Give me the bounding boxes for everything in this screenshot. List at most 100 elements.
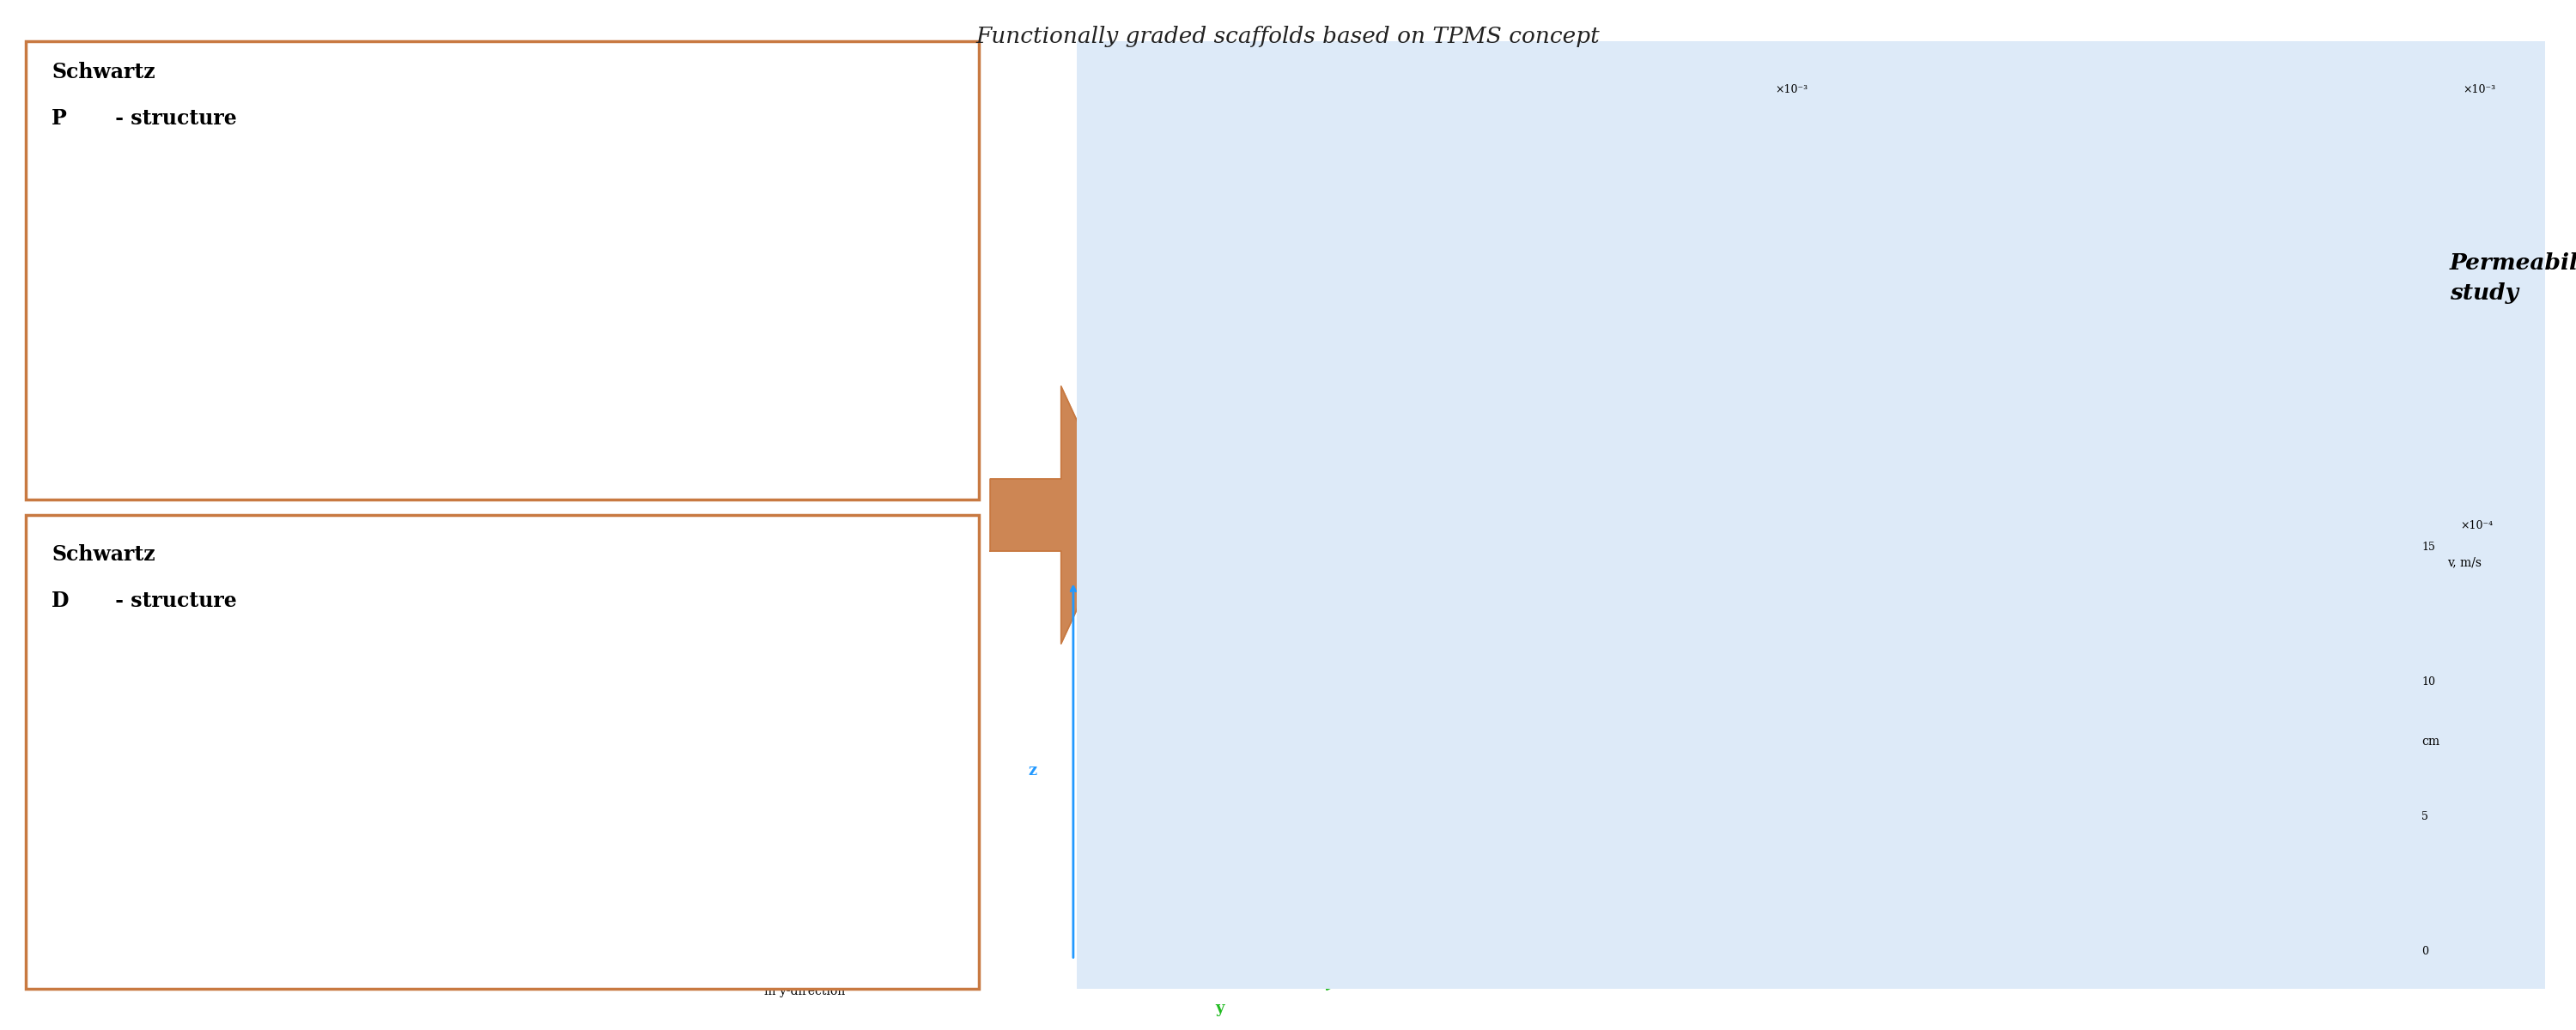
Ellipse shape bbox=[366, 156, 402, 181]
Ellipse shape bbox=[2007, 263, 2050, 297]
Ellipse shape bbox=[2079, 411, 2141, 460]
Ellipse shape bbox=[1917, 254, 1978, 305]
Text: Functionally graded scaffolds based on TPMS concept: Functionally graded scaffolds based on T… bbox=[976, 26, 1600, 47]
Ellipse shape bbox=[1917, 411, 1978, 460]
Ellipse shape bbox=[1154, 814, 1342, 933]
Ellipse shape bbox=[1847, 263, 1888, 297]
Ellipse shape bbox=[1388, 554, 1577, 674]
Bar bbox=[922, 258, 969, 443]
Ellipse shape bbox=[402, 217, 433, 243]
Ellipse shape bbox=[1151, 334, 1208, 381]
Ellipse shape bbox=[1231, 255, 1288, 304]
Ellipse shape bbox=[2089, 263, 2130, 297]
Ellipse shape bbox=[2092, 814, 2280, 933]
Bar bbox=[809, 212, 855, 443]
Polygon shape bbox=[989, 386, 1121, 644]
Bar bbox=[698, 145, 744, 443]
Ellipse shape bbox=[1623, 814, 1811, 933]
Ellipse shape bbox=[278, 116, 314, 142]
Text: ×10⁻³: ×10⁻³ bbox=[2463, 84, 2496, 95]
Ellipse shape bbox=[1927, 418, 1968, 453]
Text: 15: 15 bbox=[2421, 542, 2434, 552]
Bar bbox=[1103, 514, 2391, 568]
Ellipse shape bbox=[1837, 411, 1899, 460]
Text: 0: 0 bbox=[2421, 947, 2429, 957]
Ellipse shape bbox=[1837, 333, 1899, 382]
Text: D: D bbox=[52, 590, 70, 611]
Text: Porosity variation:: Porosity variation: bbox=[631, 64, 752, 76]
Ellipse shape bbox=[433, 279, 469, 305]
Ellipse shape bbox=[1218, 121, 1296, 144]
Bar bbox=[641, 114, 688, 443]
Bar bbox=[1103, 947, 2391, 973]
Ellipse shape bbox=[1463, 121, 1540, 144]
Ellipse shape bbox=[1857, 684, 2045, 803]
Ellipse shape bbox=[1927, 263, 1968, 297]
Ellipse shape bbox=[1623, 684, 1811, 803]
Ellipse shape bbox=[1388, 814, 1577, 933]
Ellipse shape bbox=[325, 322, 358, 348]
Bar bbox=[866, 740, 912, 942]
Ellipse shape bbox=[2007, 340, 2050, 375]
X-axis label: Serial number of unit cell
in y-direction: Serial number of unit cell in y-directio… bbox=[726, 468, 884, 497]
Ellipse shape bbox=[1847, 340, 1888, 375]
Text: P: P bbox=[52, 108, 67, 129]
Ellipse shape bbox=[93, 347, 152, 407]
Ellipse shape bbox=[2089, 340, 2130, 375]
Ellipse shape bbox=[1154, 554, 1342, 674]
Ellipse shape bbox=[1917, 333, 1978, 382]
Ellipse shape bbox=[1311, 412, 1370, 459]
Bar bbox=[755, 673, 801, 942]
Ellipse shape bbox=[1154, 684, 1342, 803]
Ellipse shape bbox=[2231, 394, 2277, 442]
Polygon shape bbox=[2190, 85, 2383, 487]
Text: cm: cm bbox=[2102, 488, 2123, 501]
Text: cm: cm bbox=[1414, 488, 1435, 501]
Bar bbox=[1816, 172, 2190, 487]
Ellipse shape bbox=[273, 344, 304, 370]
Ellipse shape bbox=[314, 178, 345, 204]
Bar bbox=[809, 715, 855, 942]
Text: z: z bbox=[1028, 763, 1036, 779]
Ellipse shape bbox=[381, 301, 412, 327]
Text: Porosity variation:: Porosity variation: bbox=[631, 563, 752, 576]
Ellipse shape bbox=[1927, 340, 1968, 375]
Text: Mean porosity 0.454: Mean porosity 0.454 bbox=[855, 103, 969, 114]
Text: y: y bbox=[1216, 1001, 1224, 1017]
Ellipse shape bbox=[1151, 255, 1208, 304]
Ellipse shape bbox=[2007, 418, 2050, 453]
Ellipse shape bbox=[1231, 334, 1288, 381]
Text: v, m/s: v, m/s bbox=[2257, 103, 2303, 118]
X-axis label: Serial number of unit cell
in y-direction: Serial number of unit cell in y-directio… bbox=[726, 967, 884, 997]
Ellipse shape bbox=[1857, 554, 2045, 674]
Ellipse shape bbox=[1847, 418, 1888, 453]
Ellipse shape bbox=[2079, 254, 2141, 305]
Ellipse shape bbox=[1623, 554, 1811, 674]
Text: Schwartz: Schwartz bbox=[52, 62, 155, 82]
Text: 5: 5 bbox=[2421, 812, 2429, 822]
Ellipse shape bbox=[1311, 334, 1370, 381]
Text: ×10⁻⁴: ×10⁻⁴ bbox=[2460, 520, 2494, 530]
Ellipse shape bbox=[1857, 814, 2045, 933]
Ellipse shape bbox=[1999, 333, 2058, 382]
Ellipse shape bbox=[1391, 255, 1450, 304]
Bar bbox=[866, 238, 912, 443]
Ellipse shape bbox=[206, 221, 237, 247]
Text: - structure: - structure bbox=[108, 590, 237, 611]
Ellipse shape bbox=[1388, 684, 1577, 803]
Ellipse shape bbox=[1837, 254, 1899, 305]
Ellipse shape bbox=[1584, 121, 1664, 144]
Bar bbox=[922, 760, 969, 942]
Ellipse shape bbox=[1391, 412, 1450, 459]
Ellipse shape bbox=[216, 366, 252, 392]
Ellipse shape bbox=[335, 95, 366, 121]
Ellipse shape bbox=[1391, 334, 1450, 381]
Text: Schwartz: Schwartz bbox=[52, 544, 155, 564]
Polygon shape bbox=[1816, 85, 2383, 172]
Text: p, Pa: p, Pa bbox=[1571, 103, 1613, 118]
Ellipse shape bbox=[1311, 255, 1370, 304]
Bar bbox=[641, 613, 688, 942]
Y-axis label: Porosity , ε: Porosity , ε bbox=[587, 723, 600, 796]
Bar bbox=[755, 173, 801, 443]
Ellipse shape bbox=[2092, 684, 2280, 803]
